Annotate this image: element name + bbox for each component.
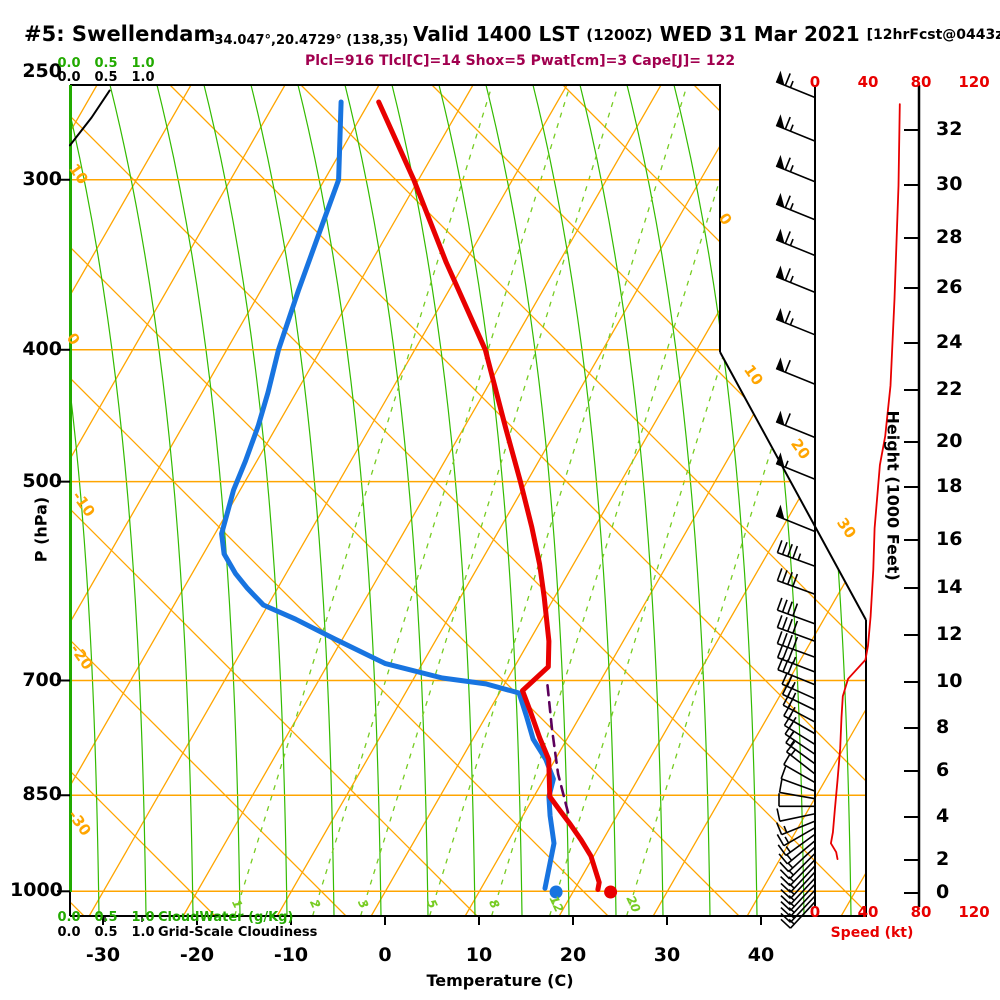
height-tick-label: 10 — [936, 670, 963, 692]
cloudiness-scale-tick-top: 1.0 — [131, 70, 155, 85]
speed-axis-title: Speed (kt) — [830, 925, 914, 941]
height-tick-label: 16 — [936, 528, 963, 550]
height-tick-label: 24 — [936, 331, 963, 353]
cloudiness-scale-tick-bottom: 1.0 — [131, 925, 155, 940]
speed-tick-label-bottom: 80 — [910, 903, 932, 921]
speed-tick-label-top: 120 — [958, 73, 990, 91]
parcel-path — [545, 679, 570, 814]
temperature-tick-label: 20 — [559, 944, 587, 966]
pressure-tick-label: 850 — [22, 783, 62, 806]
pressure-tick-label: 500 — [22, 469, 62, 492]
forecast-lead: [12hrFcst@0443z] — [866, 27, 1000, 43]
cloudiness-curve — [69, 89, 111, 147]
cloudiness-scale-tick-bottom: 0.0 — [57, 925, 81, 940]
height-tick-label: 8 — [936, 716, 950, 738]
height-tick-label: 4 — [936, 805, 950, 827]
speed-tick-label-top: 0 — [809, 73, 821, 91]
sounding-indices: Plcl=916 Tlcl[C]=14 Shox=5 Pwat[cm]=3 Ca… — [305, 53, 736, 69]
temperature-axis-title: Temperature (C) — [426, 971, 574, 990]
height-tick-label: 26 — [936, 276, 963, 298]
wind-speed-curve — [830, 103, 901, 860]
height-tick-label: 12 — [936, 623, 963, 645]
cloudiness-scale-tick-top: 0.5 — [94, 70, 118, 85]
height-axis-title: Height (1000 Feet) — [883, 410, 903, 581]
height-tick-label: 2 — [936, 848, 950, 870]
height-tick-label: 0 — [936, 881, 950, 903]
cloudiness-scale-title: Grid-Scale Cloudiness — [158, 925, 318, 940]
valid-time: Valid 1400 LST — [413, 22, 580, 46]
cloudiness-scale-tick-bottom: 0.5 — [94, 925, 118, 940]
grid-lines — [70, 85, 866, 916]
height-tick-label: 28 — [936, 226, 963, 248]
cloudwater-scale-tick-top: 1.0 — [131, 56, 155, 71]
surface-dewpoint-dot — [549, 885, 563, 899]
temperature-curve — [376, 99, 602, 892]
valid-date: WED 31 Mar 2021 — [659, 22, 860, 46]
speed-tick-label-top: 40 — [857, 73, 879, 91]
height-tick-label: 32 — [936, 118, 963, 140]
station-coordinates: -34.047°,20.4729° (138,35) — [209, 33, 409, 48]
temperature-tick-label: 10 — [465, 944, 493, 966]
surface-temperature-dot — [604, 885, 618, 899]
temperature-tick-label: -10 — [273, 944, 309, 966]
pressure-tick-label: 700 — [22, 668, 62, 691]
cloudwater-scale-tick-top: 0.5 — [94, 56, 118, 71]
temperature-tick-label: 0 — [378, 944, 392, 966]
height-tick-label: 22 — [936, 378, 963, 400]
pressure-tick-label: 1000 — [10, 879, 63, 902]
temperature-tick-label: -20 — [179, 944, 215, 966]
height-tick-label: 6 — [936, 759, 950, 781]
cloudiness-scale-tick-top: 0.0 — [57, 70, 81, 85]
height-tick-label: 20 — [936, 430, 963, 452]
cloudwater-scale-tick-bottom: 0.0 — [57, 910, 81, 925]
cloudwater-scale-tick-bottom: 0.5 — [94, 910, 118, 925]
height-tick-label: 30 — [936, 173, 963, 195]
speed-tick-label-bottom: 40 — [857, 903, 879, 921]
speed-tick-label-bottom: 0 — [809, 903, 821, 921]
wind-barbs — [775, 70, 816, 929]
pressure-axis-title: P (hPa) — [31, 496, 51, 563]
speed-tick-label-bottom: 120 — [958, 903, 990, 921]
cloudwater-scale-tick-bottom: 1.0 — [131, 910, 155, 925]
temperature-tick-label: 30 — [653, 944, 681, 966]
zulu-time: (1200Z) — [586, 26, 653, 44]
surface-markers — [549, 885, 618, 899]
cloudwater-scale-title: CloudWater (g/Kg) — [158, 910, 294, 925]
speed-tick-label-top: 80 — [910, 73, 932, 91]
valid-time-row: Valid 1400 LST (1200Z) WED 31 Mar 2021 [… — [413, 22, 1000, 46]
plot-frame — [57, 84, 921, 925]
pressure-tick-label: 400 — [22, 337, 62, 360]
height-tick-label: 14 — [936, 576, 963, 598]
temperature-tick-label: 40 — [747, 944, 775, 966]
cloudwater-scale-tick-top: 0.0 — [57, 56, 81, 71]
pressure-tick-label: 250 — [22, 60, 62, 82]
height-tick-label: 18 — [936, 475, 963, 497]
station-title: #5: Swellendam — [24, 22, 216, 46]
temperature-tick-label: -30 — [85, 944, 121, 966]
pressure-tick-label: 300 — [22, 167, 62, 190]
